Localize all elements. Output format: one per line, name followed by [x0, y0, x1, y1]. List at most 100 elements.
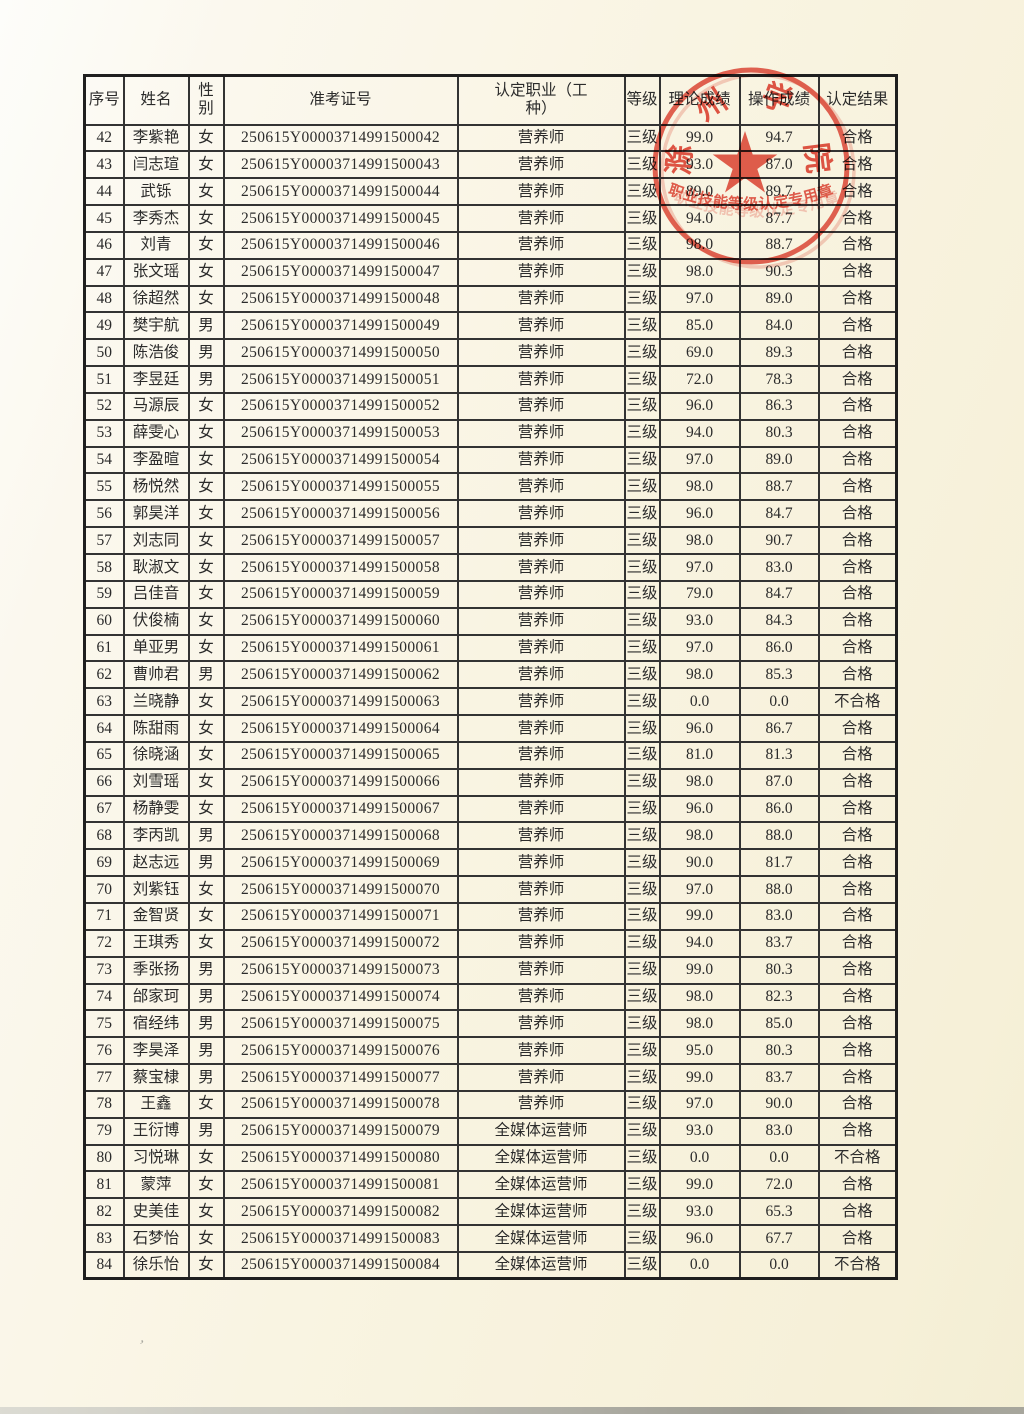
- cell-occupation: 营养师: [456, 848, 626, 878]
- cell-serial-number: 42: [83, 123, 125, 153]
- cell-name: 李丙凯: [122, 821, 190, 851]
- cell-name: 李盈暄: [122, 445, 190, 475]
- cell-result: 合格: [817, 875, 898, 904]
- cell-result: 合格: [817, 177, 898, 207]
- cell-exam-id: 250615Y00003714991500054: [222, 445, 459, 475]
- cell-practical-score: 0.0: [738, 687, 820, 717]
- header-practical-score: 操作成绩: [738, 74, 820, 126]
- cell-exam-id: 250615Y00003714991500076: [222, 1036, 459, 1066]
- scan-speck-artifact: ’: [135, 1337, 146, 1355]
- cell-theory-score: 97.0: [658, 445, 741, 475]
- cell-practical-score: 87.0: [738, 150, 820, 180]
- scan-bottom-edge-shadow: [0, 1407, 1024, 1414]
- cell-serial-number: 46: [83, 230, 125, 260]
- cell-name: 徐晓涵: [122, 740, 190, 770]
- cell-theory-score: 93.0: [658, 1116, 741, 1146]
- cell-gender: 女: [187, 526, 225, 555]
- cell-name: 邰家珂: [122, 982, 190, 1012]
- cell-theory-score: 99.0: [658, 1063, 741, 1092]
- cell-name: 宿经纬: [122, 1009, 190, 1039]
- cell-exam-id: 250615Y00003714991500069: [222, 848, 459, 878]
- cell-name: 陈浩俊: [122, 338, 190, 368]
- table-row: 43 闫志瑄女 250615Y00003714991500043 营养师 三级 93.0 8…: [83, 150, 898, 180]
- cell-result: 合格: [817, 445, 898, 475]
- cell-gender: 女: [187, 445, 225, 475]
- cell-serial-number: 47: [83, 257, 125, 287]
- cell-serial-number: 51: [83, 365, 125, 394]
- cell-serial-number: 53: [83, 418, 125, 448]
- cell-theory-score: 93.0: [658, 150, 741, 180]
- cell-practical-score: 86.0: [738, 633, 820, 663]
- cell-theory-score: 96.0: [658, 391, 741, 421]
- cell-gender: 女: [187, 714, 225, 743]
- cell-result: 合格: [817, 982, 898, 1012]
- cell-gender: 女: [187, 472, 225, 502]
- table-row: 61 单亚男女 250615Y00003714991500061 营养师 三级 97.0 8…: [83, 633, 898, 663]
- cell-gender: 女: [187, 1224, 225, 1253]
- cell-gender: 男: [187, 955, 225, 985]
- cell-theory-score: 79.0: [658, 579, 741, 609]
- cell-gender: 男: [187, 982, 225, 1012]
- cell-exam-id: 250615Y00003714991500081: [222, 1170, 459, 1200]
- cell-exam-id: 250615Y00003714991500066: [222, 767, 459, 797]
- header-name: 姓名: [122, 74, 190, 126]
- cell-name: 季张扬: [122, 955, 190, 985]
- table-row: 47 张文瑶女 250615Y00003714991500047 营养师 三级 98.0 9…: [83, 257, 898, 287]
- cell-result: 合格: [817, 1009, 898, 1039]
- cell-level: 三级: [623, 150, 661, 180]
- cell-theory-score: 94.0: [658, 928, 741, 958]
- cell-theory-score: 81.0: [658, 740, 741, 770]
- table-row: 80 习悦琳女 250615Y00003714991500080 全媒体运营师 三级 0.…: [83, 1143, 898, 1173]
- cell-theory-score: 96.0: [658, 794, 741, 824]
- header-gender-line2: 别: [198, 100, 214, 118]
- cell-occupation: 营养师: [456, 767, 626, 797]
- header-gender-line1: 性: [198, 81, 214, 99]
- cell-gender: 女: [187, 606, 225, 636]
- cell-exam-id: 250615Y00003714991500074: [222, 982, 459, 1012]
- cell-result: 合格: [817, 928, 898, 958]
- cell-level: 三级: [623, 1170, 661, 1200]
- cell-name: 徐超然: [122, 284, 190, 314]
- cell-practical-score: 89.0: [738, 284, 820, 314]
- cell-theory-score: 69.0: [658, 338, 741, 368]
- cell-exam-id: 250615Y00003714991500059: [222, 579, 459, 609]
- cell-occupation: 全媒体运营师: [456, 1143, 626, 1173]
- cell-occupation: 营养师: [456, 821, 626, 851]
- cell-exam-id: 250615Y00003714991500072: [222, 928, 459, 958]
- cell-occupation: 营养师: [456, 553, 626, 582]
- cell-serial-number: 45: [83, 204, 125, 233]
- cell-name: 曹帅君: [122, 660, 190, 690]
- cell-gender: 女: [187, 418, 225, 448]
- cell-level: 三级: [623, 526, 661, 555]
- cell-practical-score: 78.3: [738, 365, 820, 394]
- cell-serial-number: 49: [83, 311, 125, 341]
- cell-practical-score: 81.7: [738, 848, 820, 878]
- cell-occupation: 营养师: [456, 230, 626, 260]
- cell-result: 合格: [817, 901, 898, 931]
- cell-exam-id: 250615Y00003714991500082: [222, 1197, 459, 1227]
- cell-occupation: 营养师: [456, 338, 626, 368]
- cell-serial-number: 82: [83, 1197, 125, 1227]
- cell-theory-score: 97.0: [658, 553, 741, 582]
- cell-exam-id: 250615Y00003714991500080: [222, 1143, 459, 1173]
- cell-practical-score: 65.3: [738, 1197, 820, 1227]
- results-tbody: 42 李紫艳女 250615Y00003714991500042 营养师 三级 99.0 9…: [83, 123, 898, 1280]
- table-row: 48 徐超然女 250615Y00003714991500048 营养师 三级 97.0 8…: [83, 284, 898, 314]
- cell-exam-id: 250615Y00003714991500057: [222, 526, 459, 555]
- cell-gender: 女: [187, 123, 225, 153]
- cell-result: 合格: [817, 499, 898, 529]
- cell-practical-score: 83.0: [738, 901, 820, 931]
- cell-serial-number: 65: [83, 740, 125, 770]
- cell-level: 三级: [623, 714, 661, 743]
- table-row: 81 蒙萍女 250615Y00003714991500081 全媒体运营师 三级 99.…: [83, 1170, 898, 1200]
- cell-practical-score: 89.0: [738, 445, 820, 475]
- cell-practical-score: 80.3: [738, 955, 820, 985]
- cell-gender: 男: [187, 848, 225, 878]
- table-row: 51 李昱廷男 250615Y00003714991500051 营养师 三级 72.0 7…: [83, 365, 898, 394]
- cell-level: 三级: [623, 553, 661, 582]
- cell-occupation: 营养师: [456, 177, 626, 207]
- cell-theory-score: 98.0: [658, 526, 741, 555]
- cell-occupation: 营养师: [456, 150, 626, 180]
- cell-result: 合格: [817, 1224, 898, 1253]
